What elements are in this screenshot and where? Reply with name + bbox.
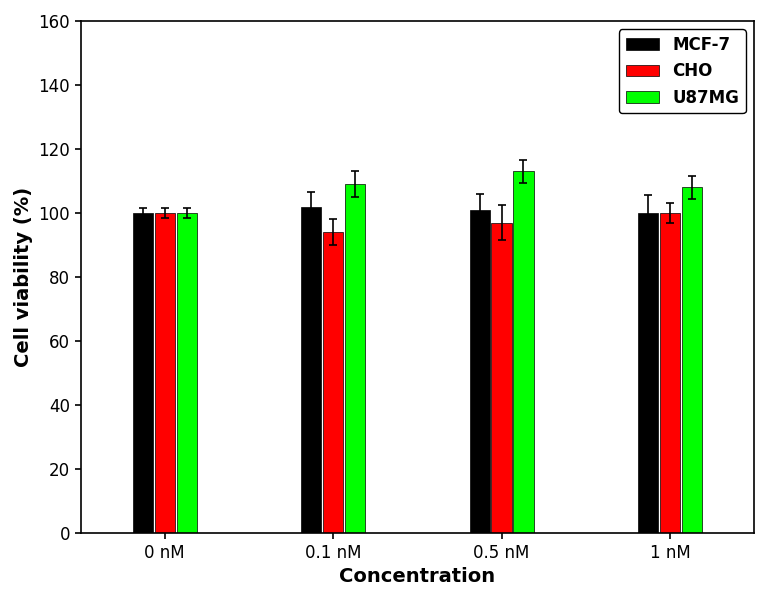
Bar: [154, 213, 175, 533]
Bar: [301, 206, 321, 533]
Bar: [513, 172, 534, 533]
Bar: [682, 187, 702, 533]
Bar: [345, 184, 365, 533]
Y-axis label: Cell viability (%): Cell viability (%): [14, 187, 33, 367]
Bar: [469, 210, 490, 533]
Bar: [133, 213, 153, 533]
Legend: MCF-7, CHO, U87MG: MCF-7, CHO, U87MG: [619, 29, 746, 113]
Bar: [660, 213, 680, 533]
Bar: [638, 213, 658, 533]
Bar: [492, 223, 511, 533]
Bar: [177, 213, 197, 533]
Bar: [323, 232, 343, 533]
X-axis label: Concentration: Concentration: [339, 567, 495, 586]
